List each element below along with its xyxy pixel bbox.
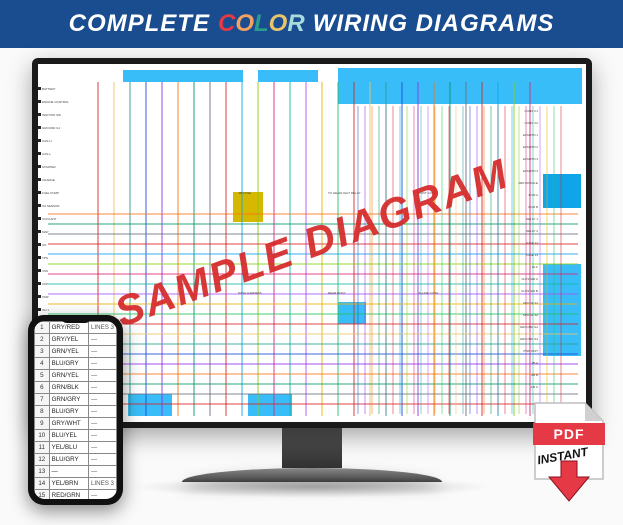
svg-text:CMP: CMP	[42, 295, 49, 299]
svg-text:CLUSTER A: CLUSTER A	[521, 277, 538, 281]
svg-text:GROUND G2: GROUND G2	[519, 325, 538, 329]
svg-text:SPLICE S1: SPLICE S1	[522, 301, 538, 305]
svg-text:DLC: DLC	[531, 265, 538, 269]
svg-text:J/B C: J/B C	[530, 385, 538, 389]
svg-text:J/B A: J/B A	[530, 361, 537, 365]
svg-text:FUSE 14: FUSE 14	[525, 253, 538, 257]
table-row: 8BLU/GRY—	[35, 406, 117, 418]
svg-text:PWR DIST: PWR DIST	[523, 349, 538, 353]
svg-text:IN-LINE CONN: IN-LINE CONN	[418, 291, 438, 295]
svg-text:CONN C2: CONN C2	[524, 121, 538, 125]
svg-text:ECM PIN 1: ECM PIN 1	[522, 133, 537, 137]
svg-text:FUSE 12: FUSE 12	[525, 241, 538, 245]
monitor-shadow	[132, 476, 492, 498]
table-row: 2GRY/YEL—	[35, 334, 117, 346]
svg-text:CHARGE: CHARGE	[42, 178, 55, 182]
phone-notch	[61, 317, 91, 323]
svg-text:CKP: CKP	[42, 282, 48, 286]
banner-right-text: WIRING DIAGRAMS	[313, 10, 555, 38]
svg-text:O2 SENSOR: O2 SENSOR	[42, 204, 60, 208]
svg-text:CAN-L: CAN-L	[42, 152, 51, 156]
table-row: 15RED/GRN—	[35, 490, 117, 500]
banner-left-text: COMPLETE	[69, 10, 210, 38]
svg-text:BCM A: BCM A	[528, 193, 537, 197]
svg-text:DASH HARNESS: DASH HARNESS	[238, 291, 262, 295]
table-row: 13——	[35, 466, 117, 478]
phone-mockup: 1GRY/REDLINES 32GRY/YEL—3GRN/YEL—4BLU/GR…	[28, 315, 123, 505]
table-row: 7GRN/GRY—	[35, 394, 117, 406]
svg-text:BCM B: BCM B	[528, 205, 538, 209]
table-row: 4BLU/GRY—	[35, 358, 117, 370]
title-banner: COMPLETE COLOR WIRING DIAGRAMS	[0, 0, 623, 48]
svg-text:ECM PIN 2: ECM PIN 2	[522, 145, 537, 149]
svg-text:REAR BODY: REAR BODY	[328, 291, 346, 295]
banner-color-word: COLOR	[218, 10, 305, 38]
svg-text:VSS: VSS	[42, 269, 48, 273]
table-row: 9GRY/WHT—	[35, 418, 117, 430]
monitor-stand-neck	[282, 428, 342, 468]
table-row: 1GRY/REDLINES 3	[35, 322, 117, 334]
svg-text:IGNITION SW: IGNITION SW	[42, 113, 61, 117]
table-row: 11YEL/BLU—	[35, 442, 117, 454]
table-row: 10BLU/YEL—	[35, 430, 117, 442]
svg-text:GROUND G1: GROUND G1	[42, 126, 61, 130]
phone-screen: 1GRY/REDLINES 32GRY/YEL—3GRN/YEL—4BLU/GR…	[34, 321, 117, 499]
svg-text:COOLANT: COOLANT	[42, 217, 57, 221]
svg-text:SPLICE S2: SPLICE S2	[522, 313, 538, 317]
svg-text:RELAY 2: RELAY 2	[525, 229, 537, 233]
svg-text:TPS: TPS	[42, 256, 48, 260]
svg-text:MAP: MAP	[42, 230, 49, 234]
wire-index-table: 1GRY/REDLINES 32GRY/YEL—3GRN/YEL—4BLU/GR…	[34, 321, 117, 499]
table-row: 12BLU/GRY—	[35, 454, 117, 466]
pdf-instant-badge: PDF INSTANT	[533, 401, 605, 497]
svg-text:GROUND G3: GROUND G3	[519, 337, 538, 341]
svg-text:ABS MODULE: ABS MODULE	[518, 181, 538, 185]
svg-text:ECM PIN 4: ECM PIN 4	[522, 169, 537, 173]
svg-text:RELAY 1: RELAY 1	[525, 217, 537, 221]
table-row: 3GRN/YEL—	[35, 346, 117, 358]
svg-text:ENGINE CONTROL: ENGINE CONTROL	[42, 100, 69, 104]
svg-text:J/B B: J/B B	[530, 373, 537, 377]
pdf-format-label: PDF	[533, 423, 605, 445]
svg-text:CLUSTER B: CLUSTER B	[521, 289, 538, 293]
svg-text:STARTER: STARTER	[42, 165, 57, 169]
svg-text:CONN C1: CONN C1	[524, 109, 538, 113]
svg-text:FUEL PUMP: FUEL PUMP	[42, 191, 59, 195]
pdf-page-fold	[585, 403, 603, 421]
svg-text:JOINT CONN: JOINT CONN	[418, 191, 436, 195]
table-row: 5GRN/YEL—	[35, 370, 117, 382]
svg-text:BATTERY: BATTERY	[42, 87, 56, 91]
svg-text:TO HEADLIGHT RELAY: TO HEADLIGHT RELAY	[328, 191, 361, 195]
table-row: 6GRN/BLK—	[35, 382, 117, 394]
svg-text:INJ 1: INJ 1	[42, 308, 49, 312]
svg-text:CAN-H: CAN-H	[42, 139, 52, 143]
download-arrow-icon	[547, 459, 591, 503]
svg-text:J/B FUSE: J/B FUSE	[238, 191, 251, 195]
svg-text:IAT: IAT	[42, 243, 47, 247]
table-row: 14YEL/BRNLINES 3	[35, 478, 117, 490]
svg-text:ECM PIN 3: ECM PIN 3	[522, 157, 537, 161]
